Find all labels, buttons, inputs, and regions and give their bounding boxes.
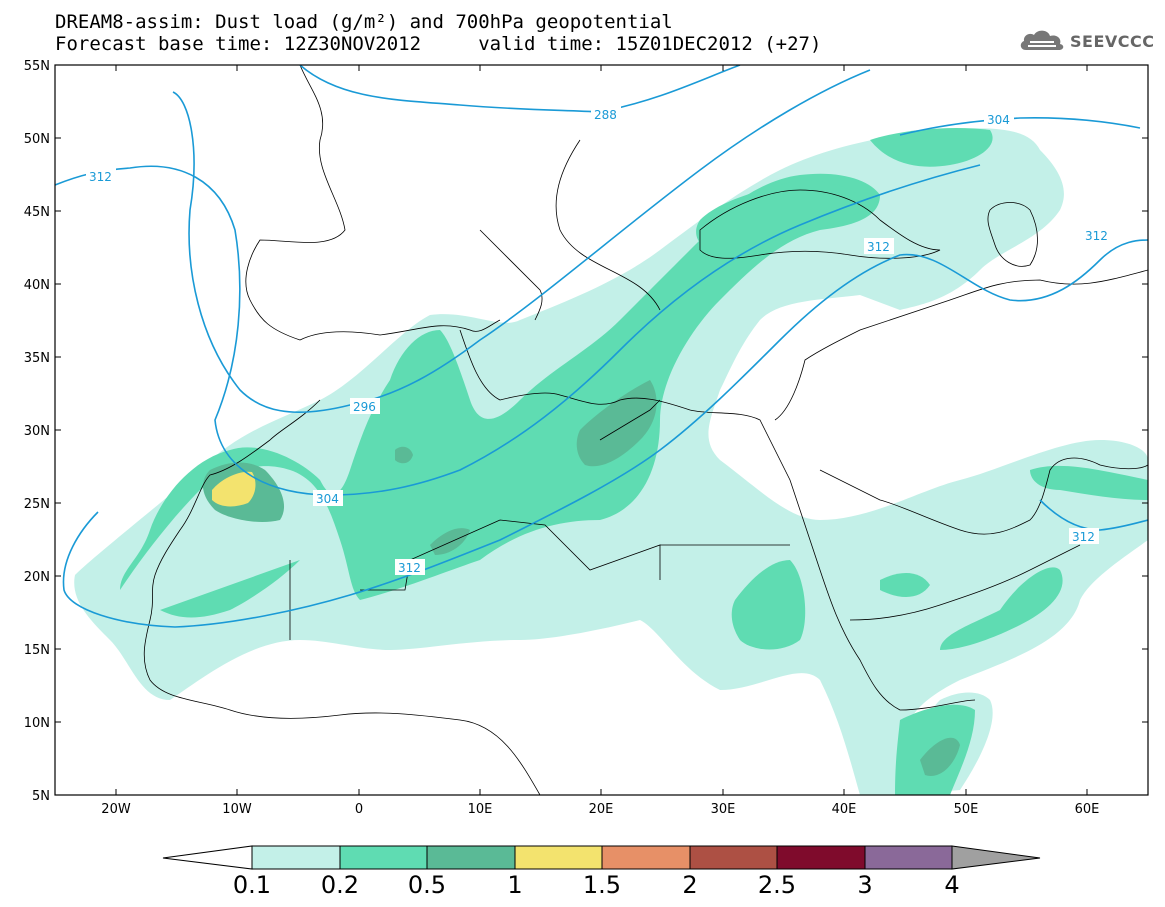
- lon-label-20e: 20E: [589, 802, 614, 817]
- logo-text: SEEVCCC: [1070, 31, 1155, 51]
- lon-label-30e: 30E: [711, 802, 736, 817]
- colorbar-label-4: 4: [944, 871, 959, 899]
- contour-label-304-sahara: 304: [316, 492, 339, 506]
- lon-label-40e: 40E: [832, 802, 857, 817]
- colorbar-label-2.5: 2.5: [758, 871, 796, 899]
- lat-label-5n: 5N: [32, 789, 50, 804]
- lon-label-10e: 10E: [468, 802, 493, 817]
- lon-label-50e: 50E: [954, 802, 979, 817]
- lat-label-25n: 25N: [24, 497, 50, 512]
- lat-label-20n: 20N: [24, 570, 50, 585]
- colorbar: 0.1 0.2 0.5 1 1.5 2 2.5 3 4: [162, 845, 1041, 899]
- lat-label-30n: 30N: [24, 424, 50, 439]
- colorbar-segment-below: [162, 845, 253, 870]
- lon-label-60e: 60E: [1075, 802, 1100, 817]
- contour-label-288: 288: [594, 108, 617, 122]
- colorbar-segment-0.1-0.2: [251, 845, 341, 870]
- colorbar-label-1: 1: [507, 871, 522, 899]
- lat-label-10n: 10N: [24, 716, 50, 731]
- latitude-axis: 55N 50N 45N 40N 35N 30N 25N 20N 15N 10N …: [24, 59, 1148, 804]
- seevccc-logo: SEEVCCC: [1018, 28, 1155, 54]
- contour-label-312-e: 312: [1085, 229, 1108, 243]
- map-title: DREAM8-assim: Dust load (g/m²) and 700hP…: [55, 11, 673, 33]
- colorbar-label-0.2: 0.2: [321, 871, 359, 899]
- colorbar-segment-2.5-3: [776, 845, 866, 870]
- colorbar-segment-3-4: [864, 845, 953, 870]
- colorbar-segment-2-2.5: [689, 845, 778, 870]
- contour-label-304-ne: 304: [987, 113, 1010, 127]
- lat-label-15n: 15N: [24, 643, 50, 658]
- lat-label-50n: 50N: [24, 132, 50, 147]
- lon-label-10w: 10W: [222, 802, 252, 817]
- colorbar-label-1.5: 1.5: [583, 871, 621, 899]
- colorbar-segment-above: [951, 845, 1041, 870]
- lon-label-0: 0: [355, 802, 363, 817]
- colorbar-segment-1.5-2: [601, 845, 691, 870]
- lon-label-20w: 20W: [101, 802, 131, 817]
- contour-label-312-sahel: 312: [398, 561, 421, 575]
- lat-label-45n: 45N: [24, 205, 50, 220]
- colorbar-label-2: 2: [682, 871, 697, 899]
- contour-labels: 288 304 312 312 312 296 304 312 312: [86, 106, 1112, 575]
- contour-label-296: 296: [353, 400, 376, 414]
- lat-label-40n: 40N: [24, 278, 50, 293]
- colorbar-label-0.1: 0.1: [233, 871, 271, 899]
- contour-label-312-caspian: 312: [867, 240, 890, 254]
- cloud-icon: [1020, 30, 1064, 50]
- colorbar-segment-1-1.5: [514, 845, 603, 870]
- dust-shading: [74, 128, 1148, 795]
- colorbar-label-3: 3: [857, 871, 872, 899]
- lat-label-55n: 55N: [24, 59, 50, 74]
- colorbar-segment-0.2-0.5: [339, 845, 428, 870]
- colorbar-segment-0.5-1: [426, 845, 516, 870]
- colorbar-label-0.5: 0.5: [408, 871, 446, 899]
- geopotential-contours: [55, 65, 1148, 628]
- longitude-axis: 20W 10W 0 10E 20E 30E 40E 50E 60E: [101, 65, 1099, 817]
- contour-label-312-w: 312: [89, 170, 112, 184]
- lat-label-35n: 35N: [24, 351, 50, 366]
- contour-label-312-oman: 312: [1072, 530, 1095, 544]
- forecast-time-subtitle: Forecast base time: 12Z30NOV2012 valid t…: [55, 33, 822, 55]
